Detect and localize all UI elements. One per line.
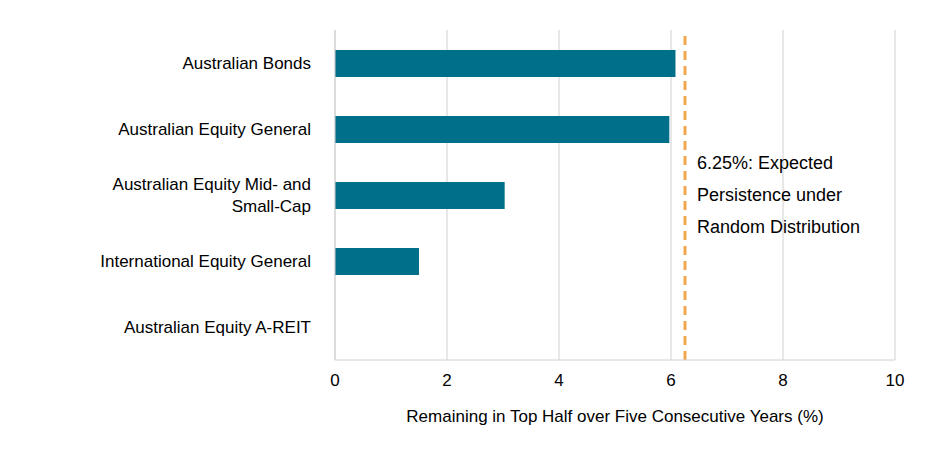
svg-text:International Equity General: International Equity General [100, 252, 311, 271]
svg-text:4: 4 [554, 371, 563, 390]
svg-text:6.25%: ExpectedPersistence und: 6.25%: ExpectedPersistence underRandom D… [697, 153, 860, 237]
svg-text:0: 0 [330, 371, 339, 390]
svg-text:8: 8 [778, 371, 787, 390]
svg-text:Australian Equity Mid- andSmal: Australian Equity Mid- andSmall-Cap [113, 175, 311, 216]
svg-text:Australian Equity A-REIT: Australian Equity A-REIT [124, 318, 311, 337]
svg-text:6: 6 [666, 371, 675, 390]
svg-text:2: 2 [442, 371, 451, 390]
svg-text:10: 10 [886, 371, 905, 390]
svg-text:Remaining in Top Half over Fiv: Remaining in Top Half over Five Consecut… [406, 407, 823, 426]
svg-text:Australian Bonds: Australian Bonds [182, 54, 311, 73]
svg-text:Australian Equity General: Australian Equity General [118, 120, 311, 139]
